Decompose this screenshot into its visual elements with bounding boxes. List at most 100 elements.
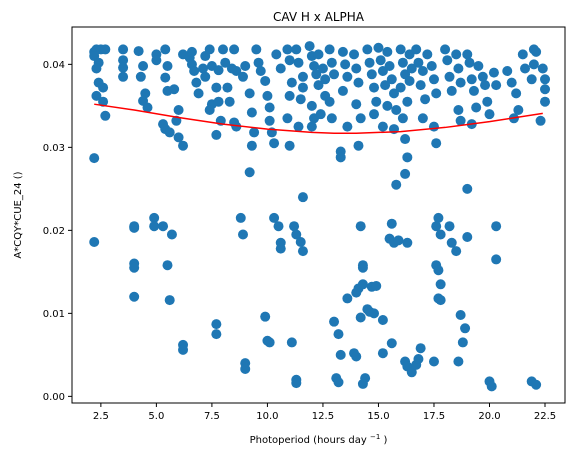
data-point — [451, 246, 462, 257]
data-point — [520, 63, 531, 74]
data-point — [413, 354, 424, 365]
data-point — [422, 49, 433, 60]
data-point — [262, 90, 273, 101]
data-point — [162, 61, 173, 72]
data-point — [173, 105, 184, 116]
x-tick-label: 20.0 — [478, 411, 500, 422]
data-point — [171, 115, 182, 126]
data-point — [482, 96, 493, 107]
y-tick-label: 0.00 — [43, 392, 65, 403]
data-point — [491, 80, 502, 91]
data-point — [333, 329, 344, 340]
data-point — [428, 121, 439, 132]
data-point — [528, 59, 539, 70]
data-point — [502, 65, 513, 76]
data-point — [240, 363, 251, 374]
data-point — [397, 57, 408, 68]
y-tick-label: 0.03 — [43, 143, 65, 154]
data-point — [100, 110, 111, 121]
data-point — [431, 138, 442, 149]
data-point — [473, 61, 484, 72]
data-point — [309, 61, 320, 72]
data-point — [351, 99, 362, 110]
data-point — [391, 105, 402, 116]
data-point — [240, 61, 251, 72]
data-point — [455, 115, 466, 126]
data-point — [433, 212, 444, 223]
data-point — [149, 221, 160, 232]
fit-line — [94, 103, 543, 134]
data-point — [402, 152, 413, 163]
data-point — [375, 55, 386, 66]
data-point — [435, 229, 446, 240]
data-point — [386, 218, 397, 229]
data-point — [204, 105, 215, 116]
data-point — [129, 222, 140, 233]
data-point — [446, 237, 457, 248]
data-point — [264, 337, 275, 348]
data-point — [244, 88, 255, 99]
data-point — [91, 63, 102, 74]
data-point — [224, 96, 235, 107]
data-point — [189, 65, 200, 76]
data-point — [382, 46, 393, 57]
data-point — [433, 265, 444, 276]
data-point — [386, 74, 397, 85]
data-point — [468, 85, 479, 96]
data-point — [337, 85, 348, 96]
data-point — [275, 243, 286, 254]
data-point — [211, 129, 222, 140]
data-point — [377, 348, 388, 359]
data-point — [173, 132, 184, 143]
data-point — [335, 349, 346, 360]
data-point — [362, 44, 373, 55]
data-point — [260, 75, 271, 86]
data-point — [357, 378, 368, 389]
points-layer — [89, 41, 551, 392]
data-point — [353, 140, 364, 151]
data-point — [453, 105, 464, 116]
x-axis-label-superscript: −1 — [370, 433, 380, 441]
data-point — [158, 221, 169, 232]
x-tick-label: 2.5 — [93, 411, 109, 422]
data-point — [453, 63, 464, 74]
data-point — [186, 46, 197, 57]
data-point — [377, 314, 388, 325]
data-point — [444, 221, 455, 232]
data-point — [435, 279, 446, 290]
data-point — [391, 179, 402, 190]
data-point — [226, 63, 237, 74]
data-point — [162, 260, 173, 271]
data-point — [306, 121, 317, 132]
data-point — [464, 57, 475, 68]
y-tick-label: 0.01 — [43, 309, 65, 320]
data-point — [211, 319, 222, 330]
data-point — [200, 71, 211, 82]
data-point — [531, 46, 542, 57]
data-point — [306, 100, 317, 111]
data-point — [415, 80, 426, 91]
data-point — [211, 329, 222, 340]
data-point — [282, 113, 293, 124]
data-point — [160, 44, 171, 55]
data-point — [466, 74, 477, 85]
data-point — [373, 42, 384, 53]
data-point — [491, 221, 502, 232]
data-point — [440, 44, 451, 55]
data-point — [169, 84, 180, 95]
data-point — [369, 82, 380, 93]
data-point — [471, 102, 482, 113]
data-point — [129, 262, 140, 273]
data-point — [260, 311, 271, 322]
y-tick-label: 0.02 — [43, 226, 65, 237]
data-point — [349, 49, 360, 60]
y-axis-ticks: 0.00 0.01 0.02 0.03 0.04 — [43, 60, 72, 403]
data-point — [98, 82, 109, 93]
data-point — [291, 44, 302, 55]
data-point — [351, 351, 362, 362]
data-point — [297, 246, 308, 257]
data-point — [488, 67, 499, 78]
data-point — [335, 152, 346, 163]
data-point — [491, 254, 502, 265]
